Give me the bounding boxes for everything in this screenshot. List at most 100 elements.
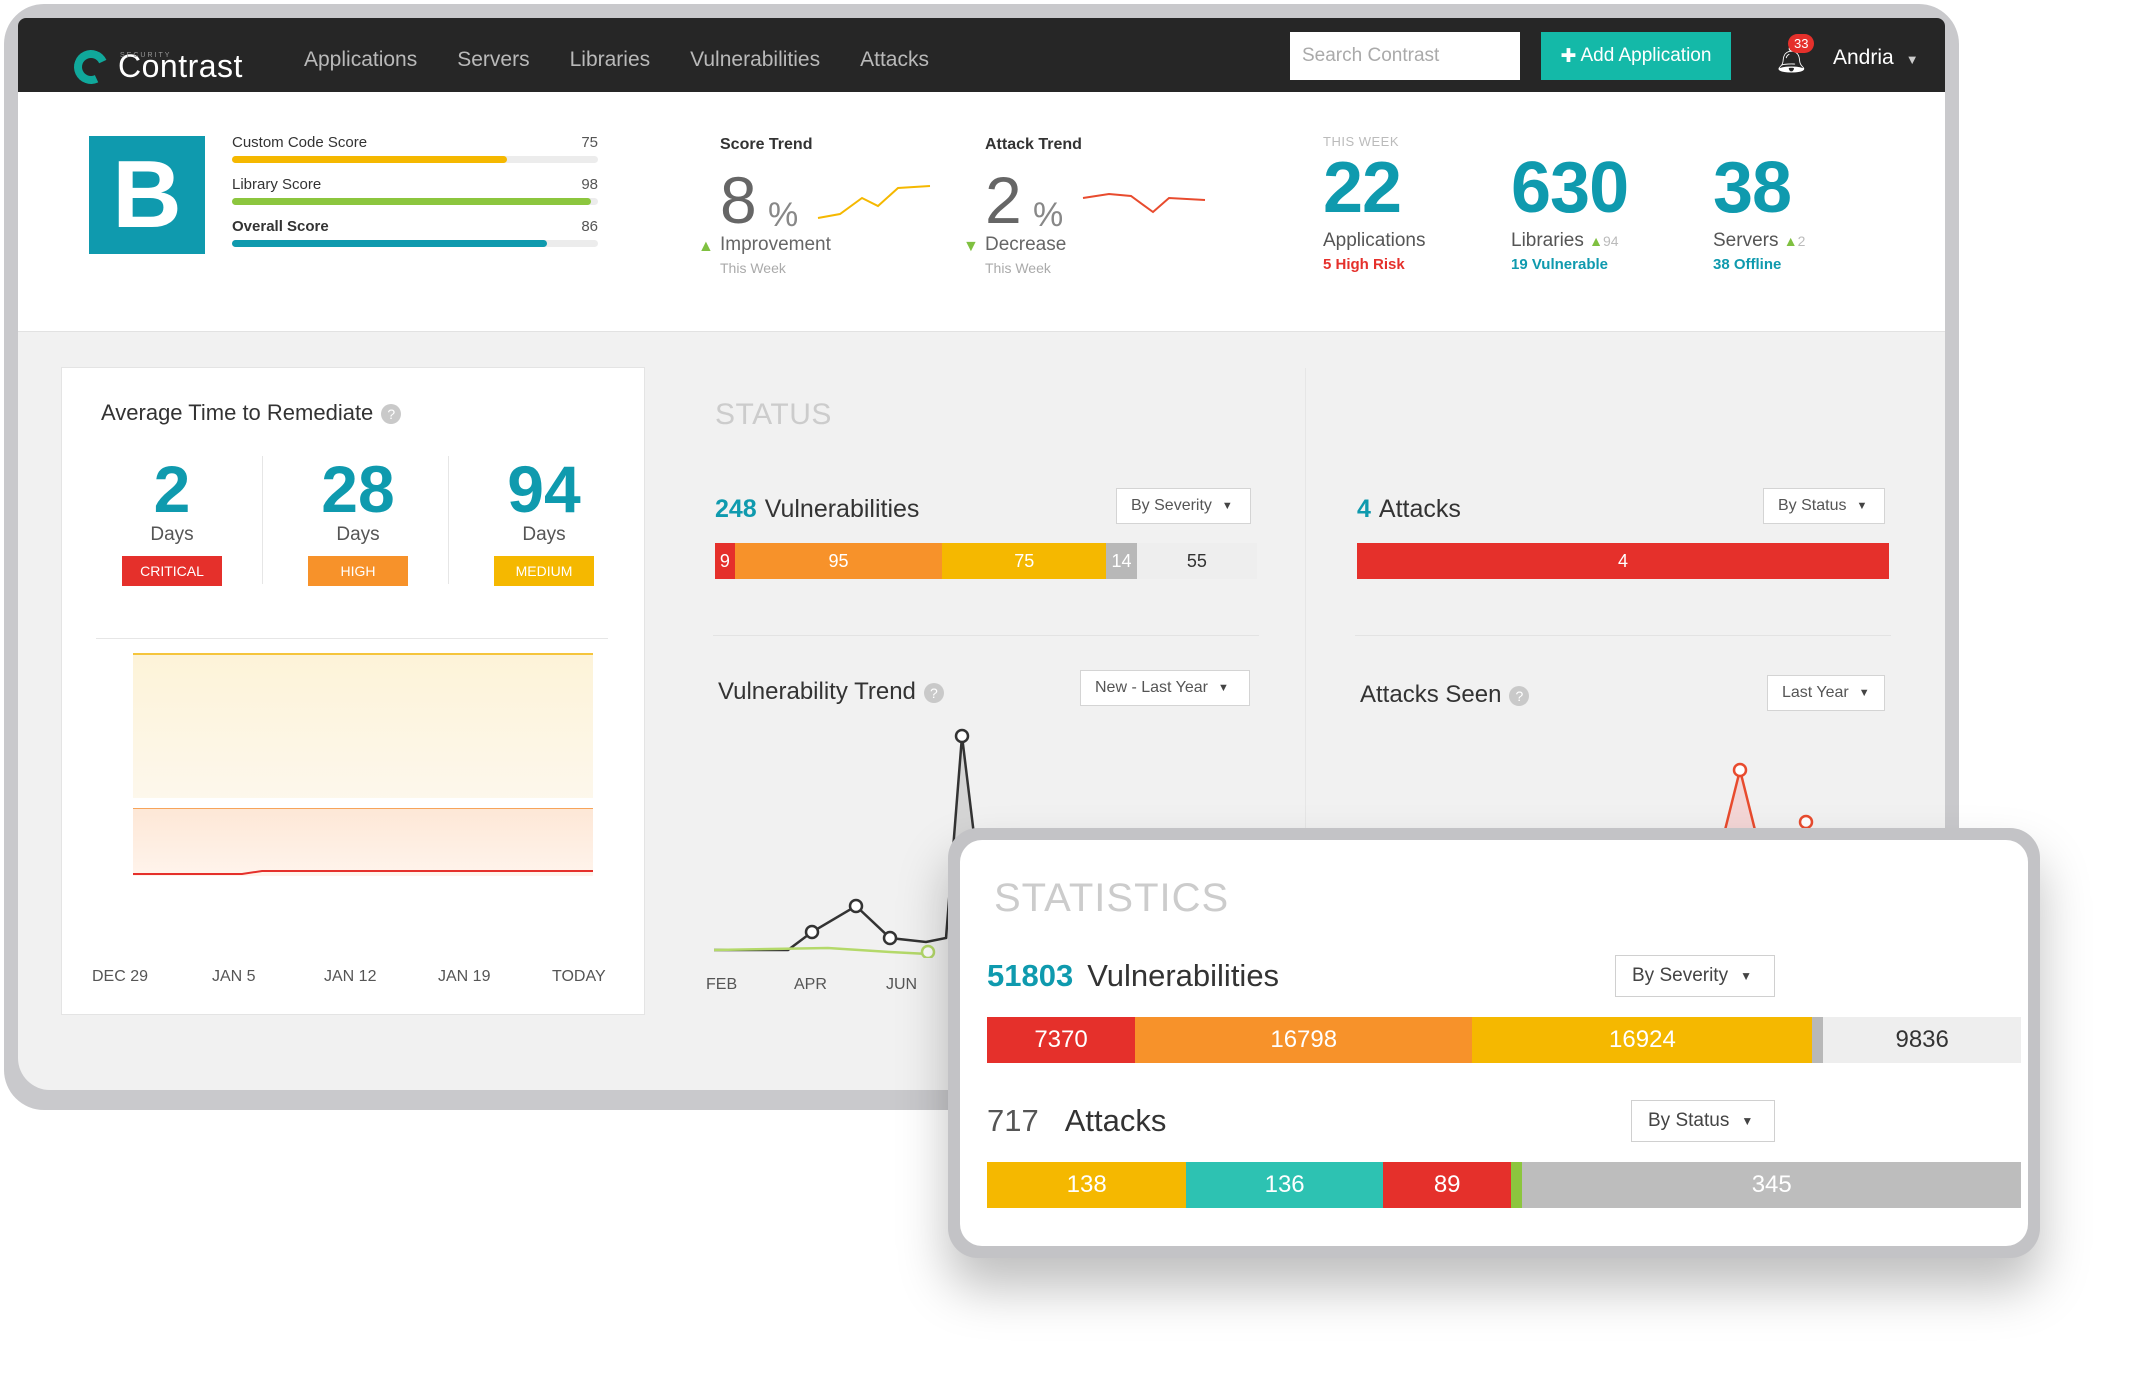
- trend-line: [714, 735, 980, 952]
- score-trend-value: 8: [720, 163, 757, 237]
- score-bar-fill: [232, 156, 507, 163]
- remediate-medium: 94 Days MEDIUM: [464, 456, 624, 586]
- attack-trend-unit: %: [1033, 196, 1064, 234]
- stat-number: 630: [1511, 148, 1629, 228]
- days-number: 94: [507, 452, 581, 526]
- status-vulns-heading: 248 Vulnerabilities: [715, 495, 919, 524]
- score-value: 98: [581, 176, 598, 193]
- remediate-chart-lower: [133, 808, 593, 876]
- nav-link-attacks[interactable]: Attacks: [860, 48, 929, 71]
- stat-label-text: Servers: [1713, 230, 1779, 251]
- divider: [262, 456, 263, 584]
- x-axis-label: JUN: [886, 976, 918, 993]
- trend-line-new: [713, 946, 929, 956]
- statistics-panel: STATISTICS 51803 Vulnerabilities By Sever…: [960, 840, 2028, 1246]
- bar-segment[interactable]: 9: [715, 543, 735, 579]
- attack-trend-sparkline: [1082, 192, 1206, 214]
- statistics-device: STATISTICS 51803 Vulnerabilities By Sever…: [948, 828, 2040, 1258]
- statistics-title: STATISTICS: [994, 876, 1230, 920]
- attack-count: 717: [987, 1103, 1039, 1138]
- dropdown-value: New - Last Year: [1095, 679, 1208, 696]
- score-bar-track: [232, 240, 598, 247]
- arrow-down-icon: ▼: [963, 238, 979, 255]
- score-value: 86: [581, 218, 598, 235]
- caret-down-icon: ▼: [1741, 1114, 1754, 1128]
- medium-area: [133, 654, 593, 798]
- days-unit: Days: [336, 524, 380, 545]
- bar-segment[interactable]: 16798: [1135, 1017, 1473, 1063]
- score-row-library: Library Score 98: [232, 176, 598, 218]
- score-label: Library Score: [232, 176, 322, 193]
- nav-link-libraries[interactable]: Libraries: [569, 48, 651, 71]
- attack-trend-value: 2: [985, 163, 1022, 237]
- x-axis-label: JAN 19: [438, 968, 491, 985]
- bar-segment[interactable]: 136: [1186, 1162, 1383, 1208]
- caret-down-icon: ▼: [1217, 682, 1229, 694]
- days-number: 2: [153, 452, 191, 526]
- bar-segment[interactable]: 345: [1522, 1162, 2021, 1208]
- trend-point[interactable]: [954, 728, 970, 744]
- attack-label: Attacks: [1064, 1103, 1167, 1138]
- stat-servers[interactable]: 38 Servers ▲2 38 Offline: [1713, 152, 1805, 273]
- critical-line: [133, 870, 593, 875]
- bar-segment[interactable]: 89: [1382, 1162, 1512, 1208]
- trend-point[interactable]: [882, 930, 898, 946]
- stat-sub: 38 Offline: [1713, 256, 1782, 273]
- vuln-trend-dropdown[interactable]: New - Last Year ▼: [1080, 670, 1250, 706]
- x-axis-label: TODAY: [552, 968, 606, 985]
- nav-link-servers[interactable]: Servers: [457, 48, 530, 71]
- bar-segment[interactable]: 55: [1136, 543, 1257, 579]
- attack-point[interactable]: [1798, 814, 1814, 830]
- bar-segment[interactable]: 4: [1357, 543, 1889, 579]
- help-icon[interactable]: ?: [381, 404, 402, 425]
- bar-segment[interactable]: [1812, 1017, 1824, 1063]
- nav-link-vulnerabilities[interactable]: Vulnerabilities: [690, 48, 821, 71]
- bar-segment[interactable]: [1511, 1162, 1523, 1208]
- x-axis-label: JAN 5: [212, 968, 256, 985]
- stat-label: Libraries ▲94: [1511, 230, 1628, 252]
- vuln-label: Vulnerabilities: [764, 495, 920, 523]
- brand-logo[interactable]: Contrast: [69, 44, 243, 89]
- dashboard-screen: Contrast SECURITY Applications Servers L…: [18, 18, 1945, 1090]
- caret-down-icon: ▼: [1856, 500, 1868, 512]
- user-menu[interactable]: Andria ▼: [1833, 46, 1919, 70]
- bar-segment[interactable]: 138: [987, 1162, 1187, 1208]
- add-application-button[interactable]: ✚ Add Application: [1541, 32, 1731, 80]
- statistics-vuln-dropdown[interactable]: By Severity ▼: [1615, 955, 1775, 997]
- score-bar-fill: [232, 240, 547, 247]
- days-unit: Days: [150, 524, 194, 545]
- score-label: Overall Score: [232, 218, 329, 235]
- stat-libraries[interactable]: 630 Libraries ▲94 19 Vulnerable: [1511, 148, 1629, 273]
- attack-trend-label: Decrease: [985, 234, 1067, 255]
- bar-segment[interactable]: 16924: [1472, 1017, 1813, 1063]
- remediate-title-text: Average Time to Remediate: [101, 400, 374, 425]
- bar-segment[interactable]: 14: [1106, 543, 1137, 579]
- x-axis-label: FEB: [706, 976, 738, 993]
- bar-segment[interactable]: 75: [942, 543, 1107, 579]
- attack-trend-sub: This Week: [985, 260, 1051, 276]
- help-icon[interactable]: ?: [1509, 685, 1530, 706]
- stat-delta: 2: [1797, 233, 1806, 249]
- bar-segment[interactable]: 9836: [1823, 1017, 2021, 1063]
- plus-icon: ✚: [1560, 45, 1577, 67]
- help-icon[interactable]: ?: [923, 682, 944, 703]
- trend-point[interactable]: [920, 944, 936, 958]
- vuln-label: Vulnerabilities: [1087, 958, 1280, 993]
- attack-point[interactable]: [1732, 762, 1748, 778]
- arrow-up-icon: ▲: [698, 238, 714, 255]
- vuln-severity-dropdown[interactable]: By Severity ▼: [1116, 488, 1251, 524]
- bar-segment[interactable]: 7370: [987, 1017, 1136, 1063]
- statistics-attack-dropdown[interactable]: By Status ▼: [1631, 1100, 1775, 1142]
- nav-link-applications[interactable]: Applications: [304, 48, 418, 71]
- attacks-seen-title: Attacks Seen?: [1360, 681, 1530, 709]
- attacks-seen-dropdown[interactable]: Last Year ▼: [1767, 675, 1885, 711]
- stat-label: Servers ▲2: [1713, 230, 1805, 252]
- caret-down-icon: ▼: [1221, 500, 1233, 512]
- stat-applications[interactable]: 22 Applications 5 High Risk: [1323, 152, 1425, 273]
- bar-segment[interactable]: 95: [734, 543, 943, 579]
- chevron-down-icon: ▼: [1905, 52, 1919, 67]
- search-input[interactable]: [1290, 32, 1520, 80]
- trend-point[interactable]: [848, 898, 864, 914]
- trend-point[interactable]: [804, 924, 820, 940]
- attack-status-dropdown[interactable]: By Status ▼: [1763, 488, 1885, 524]
